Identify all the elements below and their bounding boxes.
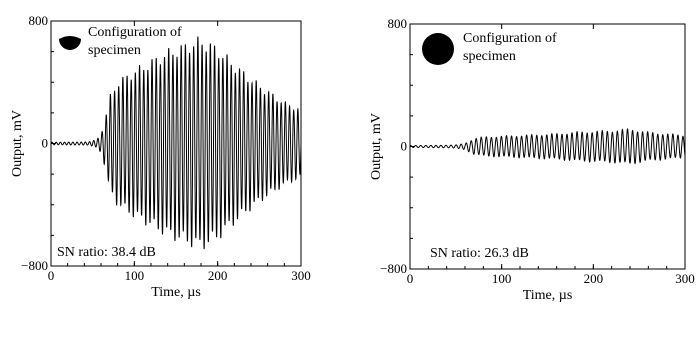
y-axis-label: Output, mV [10, 110, 25, 177]
chart-panel-right: 800 0 −800 0 100 200 300 Time, µs Output… [369, 16, 695, 303]
y-tick-label-bottom: −800 [21, 258, 48, 273]
annotation-line-2: specimen [463, 49, 516, 64]
x-axis-label: Time, µs [523, 288, 573, 303]
y-tick-label-top: 800 [29, 13, 49, 28]
y-tick-label-top: 800 [388, 16, 408, 31]
x-axis-label: Time, µs [151, 285, 201, 300]
y-tick-label-zero: 0 [401, 139, 408, 154]
x-tick-label-200: 200 [584, 271, 604, 286]
annotation-line-1: Configuration of [463, 31, 557, 46]
x-tick-label-200: 200 [208, 268, 228, 283]
sn-ratio-label: SN ratio: 38.4 dB [57, 245, 156, 260]
annotation-line-2: specimen [88, 43, 141, 58]
y-tick-label-bottom: −800 [380, 261, 407, 276]
y-tick-label-zero: 0 [42, 136, 49, 151]
axis-ticks [50, 20, 302, 267]
waveform-line [50, 36, 302, 250]
x-tick-label-100: 100 [492, 271, 512, 286]
waveform-line [409, 128, 686, 165]
specimen-disc-icon [422, 33, 454, 65]
x-tick-label-300: 300 [675, 271, 695, 286]
annotation-line-1: Configuration of [88, 25, 182, 40]
x-tick-label-0: 0 [48, 268, 55, 283]
sn-ratio-label: SN ratio: 26.3 dB [430, 246, 529, 261]
x-tick-label-0: 0 [407, 271, 414, 286]
x-tick-label-300: 300 [291, 268, 311, 283]
x-tick-label-100: 100 [125, 268, 145, 283]
chart-panel-left: 800 0 −800 0 100 200 300 Time, µs Output… [10, 13, 311, 300]
specimen-half-disc-icon [59, 36, 81, 50]
y-axis-label: Output, mV [369, 113, 384, 180]
